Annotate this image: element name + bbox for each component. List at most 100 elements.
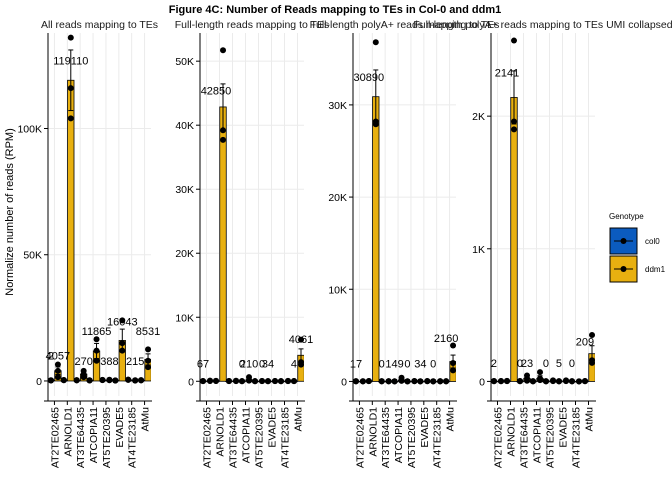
- replicate-point: [54, 374, 61, 381]
- x-tick-label: AT5TE20395: [406, 407, 418, 468]
- replicate-point: [589, 331, 595, 338]
- replicate-point: [73, 377, 80, 384]
- y-tick-label: 100K: [17, 124, 42, 136]
- x-tick-label: AT4TE23185: [571, 407, 583, 468]
- x-tick-label: AT4TE23185: [432, 407, 444, 468]
- facet-panel: Full-length reads mapping to TEs 0 10K 20K 3…: [175, 19, 329, 468]
- data-label: 8531: [136, 326, 160, 338]
- x-tick-label: AtMu: [140, 407, 152, 432]
- x-tick-label: ARNOLD1: [62, 407, 74, 457]
- replicate-point: [225, 377, 232, 384]
- replicate-point: [220, 136, 227, 143]
- replicate-point: [67, 85, 74, 92]
- replicate-point: [581, 378, 588, 385]
- legend-point: [620, 266, 627, 272]
- replicate-point: [93, 336, 100, 343]
- legend-title: Genotype: [609, 212, 644, 221]
- plot-area: [353, 39, 456, 385]
- replicate-point: [516, 378, 523, 385]
- replicate-point: [298, 359, 304, 366]
- x-tick-label: AT3TE64435: [380, 407, 392, 468]
- replicate-point: [372, 39, 379, 46]
- replicate-point: [537, 369, 544, 376]
- y-tick-label: 20K: [328, 192, 347, 204]
- replicate-point: [132, 377, 139, 384]
- x-tick-label: EVADE5: [558, 407, 570, 448]
- figure-title: Figure 4C: Number of Reads mapping to TE…: [169, 4, 501, 16]
- replicate-point: [563, 377, 570, 384]
- x-tick-label: AT2TE02465: [493, 407, 505, 468]
- data-label: 30890: [354, 72, 385, 84]
- replicate-point: [450, 360, 456, 366]
- x-tick-label: AtMu: [584, 407, 596, 432]
- x-tick-label: EVADE5: [114, 407, 126, 448]
- data-label: 2141: [495, 67, 519, 79]
- x-tick-label: AT2TE02465: [354, 407, 366, 468]
- replicate-point: [207, 377, 214, 384]
- x-tick-label: AT3TE64435: [75, 407, 87, 468]
- data-label: 0: [259, 358, 265, 370]
- replicate-point: [404, 378, 411, 385]
- replicate-point: [145, 346, 151, 353]
- x-tick-label: EVADE5: [267, 407, 279, 448]
- replicate-point: [537, 375, 544, 382]
- facet-panels: All reads mapping to TEs 0 50K 100K AT2TE024…: [17, 19, 672, 468]
- replicate-point: [359, 378, 366, 385]
- replicate-point: [272, 377, 279, 384]
- replicate-point: [385, 378, 392, 385]
- replicate-point: [430, 378, 437, 385]
- data-label: 0: [543, 358, 549, 370]
- replicate-point: [550, 377, 557, 384]
- legend-label: ddm1: [645, 265, 666, 274]
- replicate-point: [443, 378, 450, 385]
- gridlines: [200, 33, 304, 396]
- data-label: 119110: [53, 55, 88, 67]
- replicate-point: [589, 357, 595, 364]
- replicate-point: [424, 377, 431, 384]
- replicate-point: [298, 336, 304, 343]
- replicate-point: [67, 115, 74, 122]
- bar-ddm1: [219, 106, 227, 382]
- replicate-point: [93, 347, 100, 354]
- y-axis-label: Normalize number of reads (RPM): [4, 128, 16, 296]
- y-tick-label: 50K: [175, 56, 194, 68]
- data-label: 11865: [82, 326, 112, 338]
- replicate-point: [290, 378, 297, 385]
- y-tick-label: 40K: [175, 120, 194, 132]
- facet-title: All reads mapping to TEs: [41, 19, 158, 31]
- plot-area: [48, 34, 151, 384]
- replicate-point: [145, 357, 151, 364]
- replicate-point: [576, 378, 583, 385]
- y-tick-label: 0: [36, 376, 42, 388]
- legend: Genotype col0 ddm1: [609, 212, 666, 283]
- x-tick-label: ARNOLD1: [506, 407, 518, 457]
- data-label: 2160: [434, 333, 458, 345]
- x-tick-label: AT5TE20395: [545, 407, 557, 468]
- replicate-point: [498, 378, 505, 385]
- gridlines: [48, 33, 151, 396]
- replicate-point: [106, 376, 113, 383]
- y-tick-label: 30K: [328, 100, 347, 112]
- replicate-point: [542, 378, 549, 385]
- replicate-point: [54, 367, 61, 374]
- replicate-point: [220, 47, 227, 54]
- data-label: 2: [48, 351, 54, 363]
- replicate-point: [246, 374, 253, 381]
- data-label: 34: [262, 358, 274, 370]
- replicate-point: [145, 364, 151, 371]
- replicate-point: [372, 118, 379, 125]
- facet-panel: All reads mapping to TEs 0 50K 100K AT2TE024…: [17, 19, 160, 468]
- data-label: 5: [556, 358, 562, 370]
- x-tick-label: ATCOPIA11: [393, 407, 405, 463]
- replicate-point: [450, 367, 456, 374]
- replicate-point: [112, 377, 119, 384]
- data-label: 210: [240, 358, 258, 370]
- replicate-point: [529, 378, 536, 385]
- data-label: 34: [414, 358, 426, 370]
- data-label: 0: [379, 358, 385, 370]
- replicate-point: [119, 317, 126, 324]
- facet-title: Full-length polyA+ reads mapping to TEs …: [413, 19, 672, 31]
- x-tick-label: ATCOPIA11: [88, 407, 100, 463]
- y-tick-label: 1K: [472, 244, 485, 256]
